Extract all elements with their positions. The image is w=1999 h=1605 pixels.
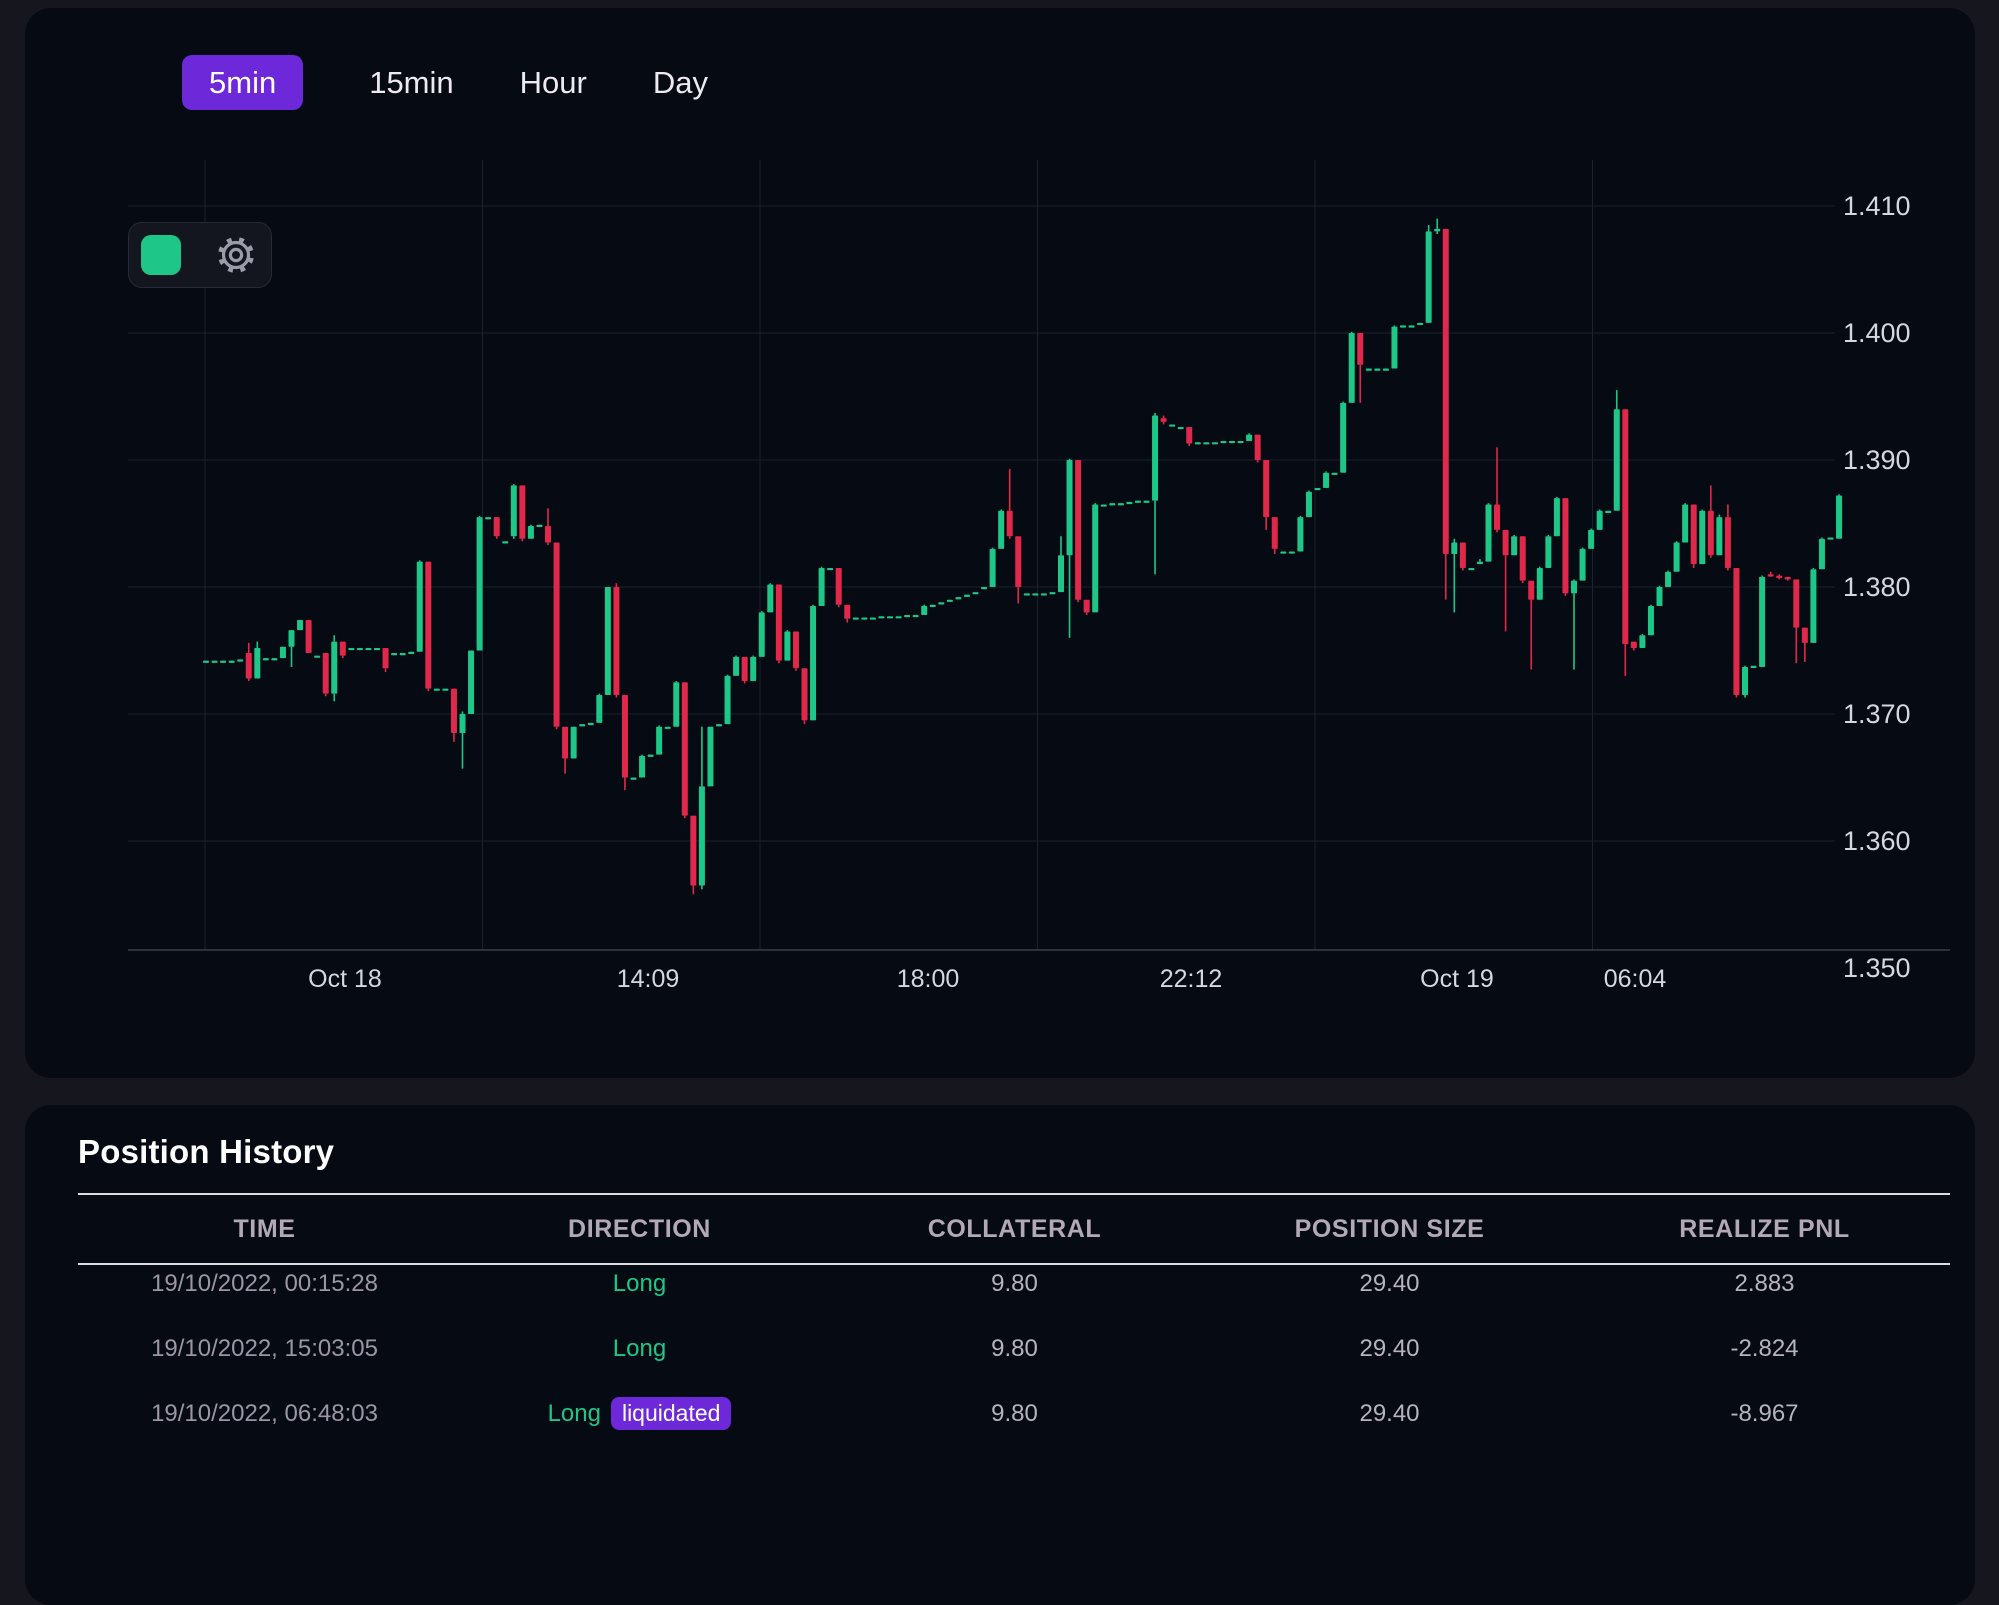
candlestick-chart[interactable]: 1.410 1.400 1.390 1.380 1.370 1.360 1.350 Oct 1… (25, 8, 1975, 1078)
chart-panel: 5min 15min Hour Day 1.410 1.400 1.390 1.380 1.3… (25, 8, 1975, 1078)
cell-collateral: 9.80 (991, 1269, 1038, 1297)
cell-realize-pnl: -2.824 (1730, 1334, 1799, 1362)
cell-time: 19/10/2022, 15:03:05 (151, 1334, 378, 1362)
x-axis-label: Oct 18 (308, 965, 382, 993)
y-axis-label: 1.390 (1843, 445, 1911, 475)
cell-position-size: 29.40 (1359, 1399, 1420, 1427)
cell-time: 19/10/2022, 06:48:03 (151, 1399, 378, 1427)
y-axis-label: 1.370 (1843, 699, 1911, 729)
timeframe-button-15min[interactable]: 15min (369, 57, 453, 108)
column-header-realize-pnl: REALIZE PNL (1679, 1215, 1850, 1243)
timeframe-button-day[interactable]: Day (653, 57, 708, 108)
chart-toolbar (128, 222, 272, 288)
y-axis-label: 1.410 (1843, 191, 1911, 221)
y-axis-label: 1.360 (1843, 826, 1911, 856)
x-axis-label: 14:09 (617, 965, 680, 993)
timeframe-selector: 5min 15min Hour Day (182, 55, 708, 110)
x-axis-label: 22:12 (1160, 965, 1223, 993)
cell-direction: Long liquidated (452, 1397, 827, 1430)
timeframe-button-5min[interactable]: 5min (182, 55, 304, 110)
cell-collateral: 9.80 (991, 1334, 1038, 1362)
cell-realize-pnl: 2.883 (1734, 1269, 1795, 1297)
column-header-direction: DIRECTION (568, 1215, 711, 1243)
y-axis-label: 1.350 (1843, 953, 1911, 983)
cell-collateral: 9.80 (991, 1399, 1038, 1427)
cell-realize-pnl: -8.967 (1730, 1399, 1799, 1427)
settings-button[interactable] (213, 232, 259, 278)
liquidated-badge: liquidated (610, 1397, 732, 1430)
direction-label: Long (547, 1400, 601, 1427)
table-divider-top (78, 1193, 1950, 1195)
direction-label: Long (612, 1269, 667, 1297)
y-axis-label: 1.400 (1843, 318, 1911, 348)
column-header-collateral: COLLATERAL (927, 1215, 1102, 1243)
cell-position-size: 29.40 (1359, 1334, 1420, 1362)
position-row: 19/10/2022, 00:15:28 Long 9.80 29.40 2.883 (77, 1251, 1952, 1316)
x-axis-label: Oct 19 (1420, 965, 1494, 993)
cell-direction: Long (452, 1270, 827, 1298)
table-header-row: TIME DIRECTION COLLATERAL POSITION SIZE REAL… (77, 1215, 1952, 1244)
gear-icon (218, 237, 254, 273)
x-axis-label: 18:00 (897, 965, 960, 993)
x-axis-label: 06:04 (1604, 965, 1667, 993)
position-row: 19/10/2022, 06:48:03 Long liquidated 9.80 29… (77, 1381, 1952, 1446)
cell-position-size: 29.40 (1359, 1269, 1420, 1297)
cell-direction: Long (452, 1335, 827, 1363)
table-body: 19/10/2022, 00:15:28 Long 9.80 29.40 2.883 19… (25, 1251, 1975, 1446)
cell-time: 19/10/2022, 00:15:28 (151, 1269, 378, 1297)
series-color-swatch[interactable] (141, 235, 181, 275)
position-history-panel: Position History TIME DIRECTION COLLATERAL… (25, 1105, 1975, 1605)
position-history-title: Position History (78, 1133, 335, 1170)
direction-label: Long (612, 1334, 667, 1362)
y-axis-label: 1.380 (1843, 572, 1911, 602)
position-row: 19/10/2022, 15:03:05 Long 9.80 29.40 -2.824 (77, 1316, 1952, 1381)
timeframe-button-hour[interactable]: Hour (520, 57, 587, 108)
table-divider-header (78, 1263, 1950, 1265)
column-header-position-size: POSITION SIZE (1294, 1215, 1485, 1243)
column-header-time: TIME (233, 1215, 296, 1243)
